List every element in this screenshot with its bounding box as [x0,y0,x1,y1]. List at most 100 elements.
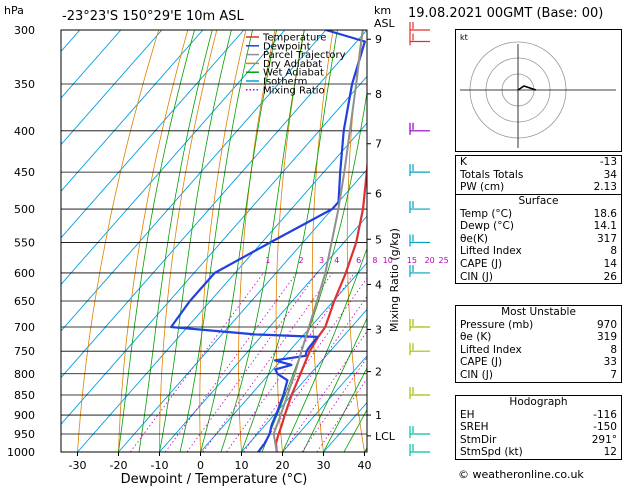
panel-row: EH -116 [456,409,621,422]
height-ref-label: ASL [374,17,396,30]
x-axis-label: Dewpoint / Temperature (°C) [121,472,308,486]
row-value: 18.6 [593,207,617,220]
wet-adiabat-line [159,30,232,452]
surface-title: Surface [518,195,559,207]
row-value: 319 [596,331,617,344]
height-tick-label: 1 [375,409,382,422]
profile-series [170,30,367,452]
wind-barb [409,22,430,34]
mixing-ratio-label: 2 [299,256,304,265]
legend-label: Dewpoint [263,41,311,52]
panel-row: CIN (J) 26 [456,271,621,284]
row-label: SREH [460,421,489,434]
hodograph-title: Hodograph [509,396,568,408]
temperature-tick-labels: -30 -20 -10 0 10 20 30 40 [69,452,372,472]
series-parcel-trajectory [272,30,364,452]
row-label: Temp (°C) [460,207,513,220]
mixing-ratio-label: 25 [439,256,449,265]
mixing-ratio-line [282,330,367,452]
wind-barb [409,343,430,356]
row-value: 317 [596,232,617,245]
row-label: Lifted Index [460,245,522,258]
station-location: -23°23'S 150°29'E 10m ASL [62,9,244,24]
pressure-tick-label: 550 [14,236,35,249]
hodograph-trace [517,85,537,91]
pressure-tick-label: 350 [14,78,35,91]
height-tick-label: 2 [375,366,382,379]
wind-barb [409,264,430,277]
row-label: CIN (J) [460,270,493,283]
isotherm-lines [61,30,367,452]
dry-adiabat-line [118,30,189,452]
row-label: Dewp (°C) [460,220,514,233]
temperature-tick-label: 10 [235,459,249,472]
isotherm-line [61,30,81,53]
isotherm-line [61,30,204,192]
mixing-ratio-line [186,272,318,452]
row-value: 970 [596,318,617,331]
height-tick-labels: 9 8 7 6 5 4 3 2 1 LCL [367,33,396,443]
pressure-tick-label: 600 [14,267,35,280]
panel-row: StmDir 291° [456,434,621,447]
row-label: CIN (J) [460,368,493,381]
mixing-ratio-label: 3 [319,256,324,265]
row-label: θe(K) [460,232,488,245]
wind-barb [409,234,430,247]
isotherm-line [159,215,367,452]
pressure-tick-label: 750 [14,345,35,358]
isotherm-line [61,30,245,239]
wind-barbs [409,22,430,456]
isotherm-line [61,30,163,146]
height-tick-label: 9 [375,33,382,46]
hodograph-panel: kt [455,29,622,152]
legend-label: Temperature [262,33,326,44]
mixing-ratio-label: 4 [334,256,339,265]
panel-row: CIN (J) 7 [456,369,621,382]
row-label: Pressure (mb) [460,318,534,331]
mixing-ratio-line [243,277,367,452]
height-tick-label: 6 [375,187,382,200]
pressure-tick-label: 1000 [7,446,35,459]
row-value: -13 [599,156,617,168]
row-label: EH [460,408,475,421]
most-unstable-panel: Most Unstable Pressure (mb) 970 θe (K) 319 L… [455,305,622,383]
row-value: 14 [603,257,617,270]
wind-barb [409,164,430,177]
temperature-tick-label: -20 [110,459,128,472]
wet-adiabat-line [118,30,195,452]
panel-row: θe (K) 319 [456,331,621,344]
mixing-ratio-labels: 1 2 3 4 6 8 10 15 20 25 [265,256,448,265]
wind-barb [409,318,430,331]
surface-panel: Surface Temp (°C) 18.6 Dewp (°C) 14.1 θe(K) 3… [455,194,622,285]
panel-row: Pressure (mb) 970 [456,319,621,332]
mixing-ratio-line [129,272,264,452]
panel-row: K -13 [456,156,621,169]
temperature-tick-label: 40 [358,459,372,472]
row-value: 8 [610,343,617,356]
footer-credit: © weatheronline.co.uk [458,468,584,481]
mixing-ratio-label: 6 [356,256,361,265]
panel-row: PW (cm) 2.13 [456,181,621,194]
mixing-ratio-line [226,272,355,452]
row-label: StmSpd (kt) [460,446,523,459]
panel-row: CAPE (J) 14 [456,258,621,271]
temperature-tick-label: 0 [197,459,204,472]
temperature-tick-label: -30 [69,459,87,472]
legend-label: Parcel Trajectory [263,50,346,61]
isotherm-line [118,168,367,452]
wind-barb [409,426,430,439]
row-value: -116 [593,408,617,421]
isotherm-line [241,308,367,452]
legend-label: Mixing Ratio [263,85,325,96]
indices-panel: K -13 Totals Totals 34 PW (cm) 2.13 [455,155,622,195]
pressure-tick-label: 450 [14,166,35,179]
y2-axis-label: Mixing Ratio (g/kg) [388,228,401,332]
pressure-tick-label: 650 [14,295,35,308]
height-tick-label: 3 [375,323,382,336]
hodograph-info-panel: Hodograph EH -116 SREH -150 StmDir 291° StmSpd… [455,395,622,460]
wind-barb [409,444,430,456]
row-value: 7 [610,368,617,381]
hodograph-plot: kt [460,33,616,148]
pressure-tick-label: 900 [14,409,35,422]
wind-barb [409,122,430,135]
